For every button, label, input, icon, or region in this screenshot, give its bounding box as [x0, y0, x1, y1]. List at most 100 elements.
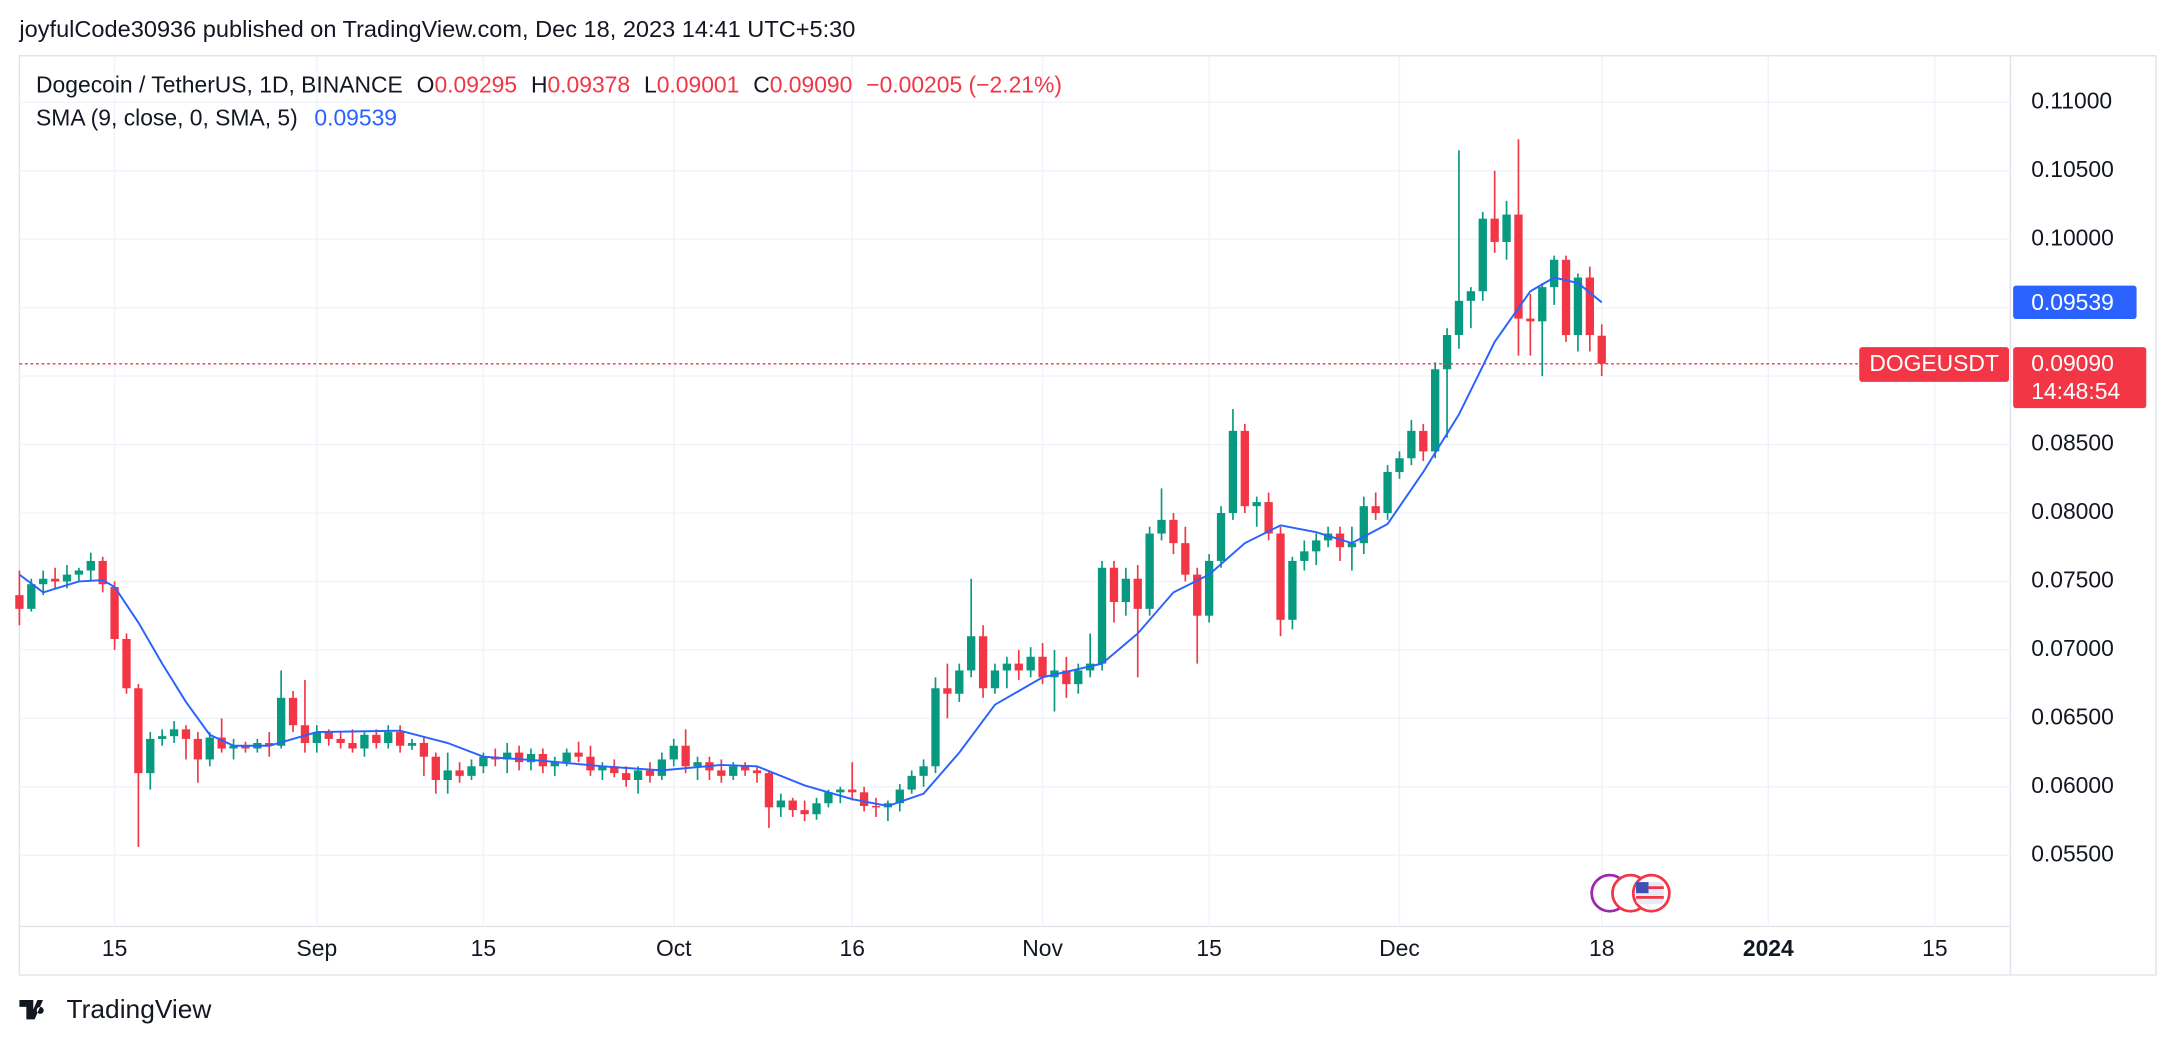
candle-body	[241, 745, 250, 749]
y-tick-label: 0.07500	[2031, 567, 2114, 593]
candle-body	[312, 732, 321, 744]
candle-body	[1526, 318, 1535, 322]
candle-body	[1419, 430, 1428, 452]
candle-body	[86, 560, 95, 571]
grid	[19, 55, 2011, 927]
candle-body	[1573, 277, 1583, 336]
low-value: 0.09001	[657, 71, 740, 97]
candle-body	[622, 773, 631, 780]
candle-body	[146, 738, 155, 774]
candle-body	[50, 578, 60, 582]
x-tick-label: 2024	[1743, 935, 1794, 961]
candle-body	[419, 743, 429, 757]
candle-body	[669, 745, 678, 760]
y-tick-label: 0.06000	[2031, 772, 2114, 798]
candle-body	[1395, 458, 1404, 472]
plot	[15, 139, 2011, 848]
candle-body	[15, 595, 24, 609]
candle-body	[967, 636, 976, 671]
x-tick-label: 15	[471, 935, 496, 961]
candle-body	[1002, 663, 1012, 671]
candle-body	[693, 762, 702, 767]
candle-body	[1442, 335, 1452, 370]
candle-body	[169, 729, 179, 737]
candle-body	[336, 738, 345, 744]
candle-body	[681, 745, 690, 767]
sma-name: SMA (9, close, 0, SMA, 5)	[36, 105, 298, 131]
candle-body	[598, 766, 607, 771]
candle-body	[348, 743, 357, 749]
x-tick-label: Sep	[296, 935, 337, 961]
candle-body	[1145, 533, 1154, 609]
y-tick-label: 0.10500	[2031, 156, 2114, 182]
x-tick-label: 18	[1589, 935, 1614, 961]
candle-body	[812, 803, 821, 815]
y-tick-label: 0.07000	[2031, 635, 2114, 661]
candle-body	[217, 737, 226, 749]
candle-body	[1585, 277, 1594, 336]
candle-body	[931, 688, 940, 767]
ticker-label: DOGEUSDT	[1869, 350, 1999, 376]
open-value: 0.09295	[434, 71, 517, 97]
candle-body	[1216, 513, 1226, 561]
candle-body	[1359, 506, 1368, 544]
candle-body	[181, 729, 191, 739]
candle-body	[752, 770, 762, 774]
candle-body	[229, 745, 238, 749]
close-key: C	[753, 71, 770, 97]
candle-body	[943, 688, 952, 694]
candle-body	[1323, 533, 1333, 541]
candle-body	[300, 725, 310, 744]
candle-body	[610, 766, 619, 774]
candle-body	[1490, 218, 1499, 242]
symbol: Dogecoin / TetherUS, 1D, BINANCE	[36, 71, 403, 97]
candle-body	[907, 775, 916, 790]
candle-body	[443, 770, 452, 780]
candle-body	[919, 766, 928, 776]
candle-body	[1264, 502, 1273, 534]
candle-body	[360, 734, 369, 749]
event-icons	[1590, 873, 1671, 913]
candle-body	[1549, 259, 1559, 288]
candle-body	[431, 756, 440, 780]
candle-body	[1074, 670, 1083, 685]
candle-body	[276, 697, 286, 746]
ticker-tag	[1859, 347, 2010, 382]
candle-body	[1312, 540, 1321, 552]
open-key: O	[417, 71, 435, 97]
candle-body	[288, 697, 298, 726]
candle-body	[1121, 578, 1131, 603]
candle-body	[1097, 567, 1107, 664]
candle-body	[1181, 543, 1190, 575]
candle-body	[550, 762, 559, 767]
candle-body	[764, 773, 774, 808]
candle-body	[788, 800, 797, 811]
candle-body	[1169, 519, 1178, 544]
brand-logo	[19, 999, 44, 1020]
candle-body	[1133, 578, 1142, 609]
candle-body	[895, 789, 904, 804]
low-key: L	[644, 71, 657, 97]
candle-body	[455, 770, 464, 776]
candle-body	[1240, 430, 1249, 507]
sma-price-label: 0.09539	[2031, 289, 2114, 315]
candle-body	[1514, 214, 1523, 319]
candle-body	[134, 688, 143, 774]
candle-body	[1026, 656, 1035, 671]
candle-body	[1538, 287, 1547, 322]
candle-body	[265, 743, 274, 746]
candle-body	[193, 738, 203, 760]
legend-row: Dogecoin / TetherUS, 1D, BINANCE O0.09295…	[36, 71, 1062, 97]
candle-body	[407, 743, 417, 746]
candle-body	[395, 732, 405, 746]
candle-body	[1347, 543, 1357, 548]
candle-body	[1157, 519, 1166, 534]
candle-body	[1276, 533, 1285, 620]
sma-line	[18, 276, 1603, 807]
y-tick-label: 0.11000	[2031, 87, 2112, 113]
x-tick-label: 15	[1196, 935, 1221, 961]
candle-body	[384, 732, 393, 744]
brand: TradingView	[19, 994, 212, 1024]
